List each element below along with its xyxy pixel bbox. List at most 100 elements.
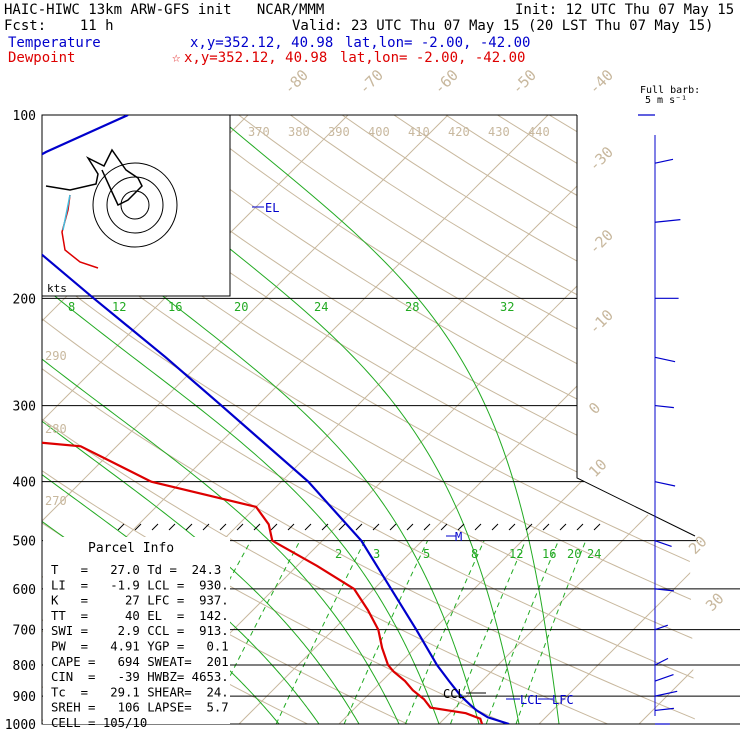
parcel-info-row: CAPE = 694 SWEAT= 201: [51, 655, 229, 669]
m-marker-label: M: [455, 530, 462, 544]
dry-adiabat-line: [42, 115, 695, 724]
dry-adiabat-line: [445, 115, 695, 724]
hodograph-frame: [41, 114, 231, 297]
theta-label: 440: [528, 125, 550, 139]
isotherm-label: -70: [355, 66, 387, 98]
wind-barb: [654, 690, 678, 697]
isotherm-label: 10: [585, 455, 611, 481]
mixing-ratio-line: [449, 540, 527, 724]
wind-barb: [654, 158, 674, 164]
moist-adiabat-line: [70, 115, 520, 724]
theta-label: 410: [408, 125, 430, 139]
dry-adiabat-line: [705, 115, 740, 724]
wind-barb: [654, 356, 676, 363]
moist-adiabat-line: [42, 115, 400, 724]
moist-adiabat-label: 12: [112, 300, 126, 314]
isotherm-label: 20: [685, 532, 711, 558]
dry-adiabat-line: [652, 115, 695, 724]
freezing-hatch: [321, 523, 329, 531]
moist-adiabat-label: 8: [68, 300, 75, 314]
mixing-ratio-line: [485, 540, 559, 724]
temperature-latlon: lat,lon= -2.00, -42.00: [345, 35, 531, 51]
parcel-info-row: CELL = 105/10: [51, 716, 147, 730]
theta-label: 400: [368, 125, 390, 139]
wind-barb: [654, 540, 672, 547]
hodograph-trace-mid: [62, 194, 71, 231]
freezing-hatch: [406, 523, 414, 531]
isotherm-line: [438, 115, 695, 724]
parcel-info-row: K = 27 LFC = 937.: [51, 594, 229, 608]
dry-adiabat-line: [393, 115, 695, 724]
dry-adiabat-line: [0, 115, 8, 724]
freezing-hatch: [117, 523, 125, 531]
dewpoint-label: Dewpoint: [8, 50, 76, 66]
dry-adiabat-line: [290, 115, 695, 724]
hodograph-ring: [106, 176, 164, 234]
mixing-ratio-line: [343, 540, 429, 724]
freezing-hatch: [270, 523, 278, 531]
hodograph-trace-upper: [45, 148, 143, 207]
isotherm-label: -10: [585, 306, 617, 338]
freezing-hatch: [287, 523, 295, 531]
moist-adiabat-line: [42, 115, 480, 724]
mixing-ratio-label: 20: [567, 547, 581, 561]
pressure-tick-label: 900: [13, 690, 36, 705]
freezing-hatch: [559, 523, 567, 531]
dry-adiabat-line: [42, 115, 695, 724]
parcel-info-row: T = 27.0 Td = 24.3: [51, 563, 221, 577]
mixing-ratio-line: [275, 540, 366, 724]
isotherm-line: [638, 115, 695, 724]
freezing-hatch: [219, 523, 227, 531]
header-title: HAIC-HIWC 13km ARW-GFS init NCAR/MMM: [4, 2, 325, 18]
hodograph-unit-label: kts: [47, 282, 67, 295]
wind-barb: [654, 674, 674, 682]
freezing-hatch: [423, 523, 431, 531]
parcel-info-row: Tc = 29.1 SHEAR= 24.: [51, 685, 229, 699]
dry-adiabat-line: [600, 115, 695, 724]
mixing-ratio-label: 16: [542, 547, 556, 561]
parcel-info-box: [43, 537, 230, 724]
mixing-ratio-label: 24: [587, 547, 601, 561]
isotherm-line: [238, 115, 695, 724]
freezing-hatch: [253, 523, 261, 531]
temperature-label: Temperature: [8, 35, 101, 51]
freezing-hatch: [236, 523, 244, 531]
hodograph-ring: [92, 162, 178, 248]
parcel-info-row: SWI = 2.9 CCL = 913.: [51, 624, 229, 638]
pressure-tick-label: 300: [13, 400, 36, 415]
isotherm-label: -50: [508, 66, 540, 98]
isotherm-label: -40: [585, 66, 617, 98]
dry-adiabat-line: [238, 115, 695, 724]
isotherm-label: -30: [585, 143, 617, 175]
hodograph-trace-low: [61, 194, 99, 269]
theta-label: 420: [448, 125, 470, 139]
dry-adiabat-line: [42, 115, 695, 724]
parcel-info-row: CIN = -39 HWBZ= 4653.: [51, 670, 229, 684]
theta-label: 430: [488, 125, 510, 139]
dewpoint-xy: x,y=352.12, 40.98: [184, 50, 328, 66]
freezing-hatch: [491, 523, 499, 531]
pressure-tick-label: 400: [13, 476, 36, 491]
dry-adiabat-line: [42, 115, 695, 724]
freezing-hatch: [372, 523, 380, 531]
dry-adiabat-line: [83, 115, 695, 724]
header-init: Init: 12 UTC Thu 07 May 15: [515, 2, 735, 18]
temperature-xy: x,y=352.12, 40.98: [190, 35, 334, 51]
isotherm-line: [538, 115, 695, 724]
mixing-ratio-label: 12: [509, 547, 523, 561]
dewpoint-marker-icon: ☆: [172, 50, 181, 66]
el-marker-label: EL: [265, 201, 279, 215]
moist-adiabat-label: 32: [500, 300, 514, 314]
parcel-info-row: TT = 40 EL = 142.: [51, 609, 229, 623]
dewpoint-profile: [42, 115, 484, 724]
pressure-tick-label: 700: [13, 624, 36, 639]
theta-label: 290: [45, 349, 67, 363]
moist-adiabat-line: [42, 115, 440, 724]
freezing-hatch: [338, 523, 346, 531]
freezing-hatch: [542, 523, 550, 531]
freezing-hatch: [355, 523, 363, 531]
lcl-marker-label: LCL: [520, 693, 542, 707]
moist-adiabat-label: 20: [234, 300, 248, 314]
